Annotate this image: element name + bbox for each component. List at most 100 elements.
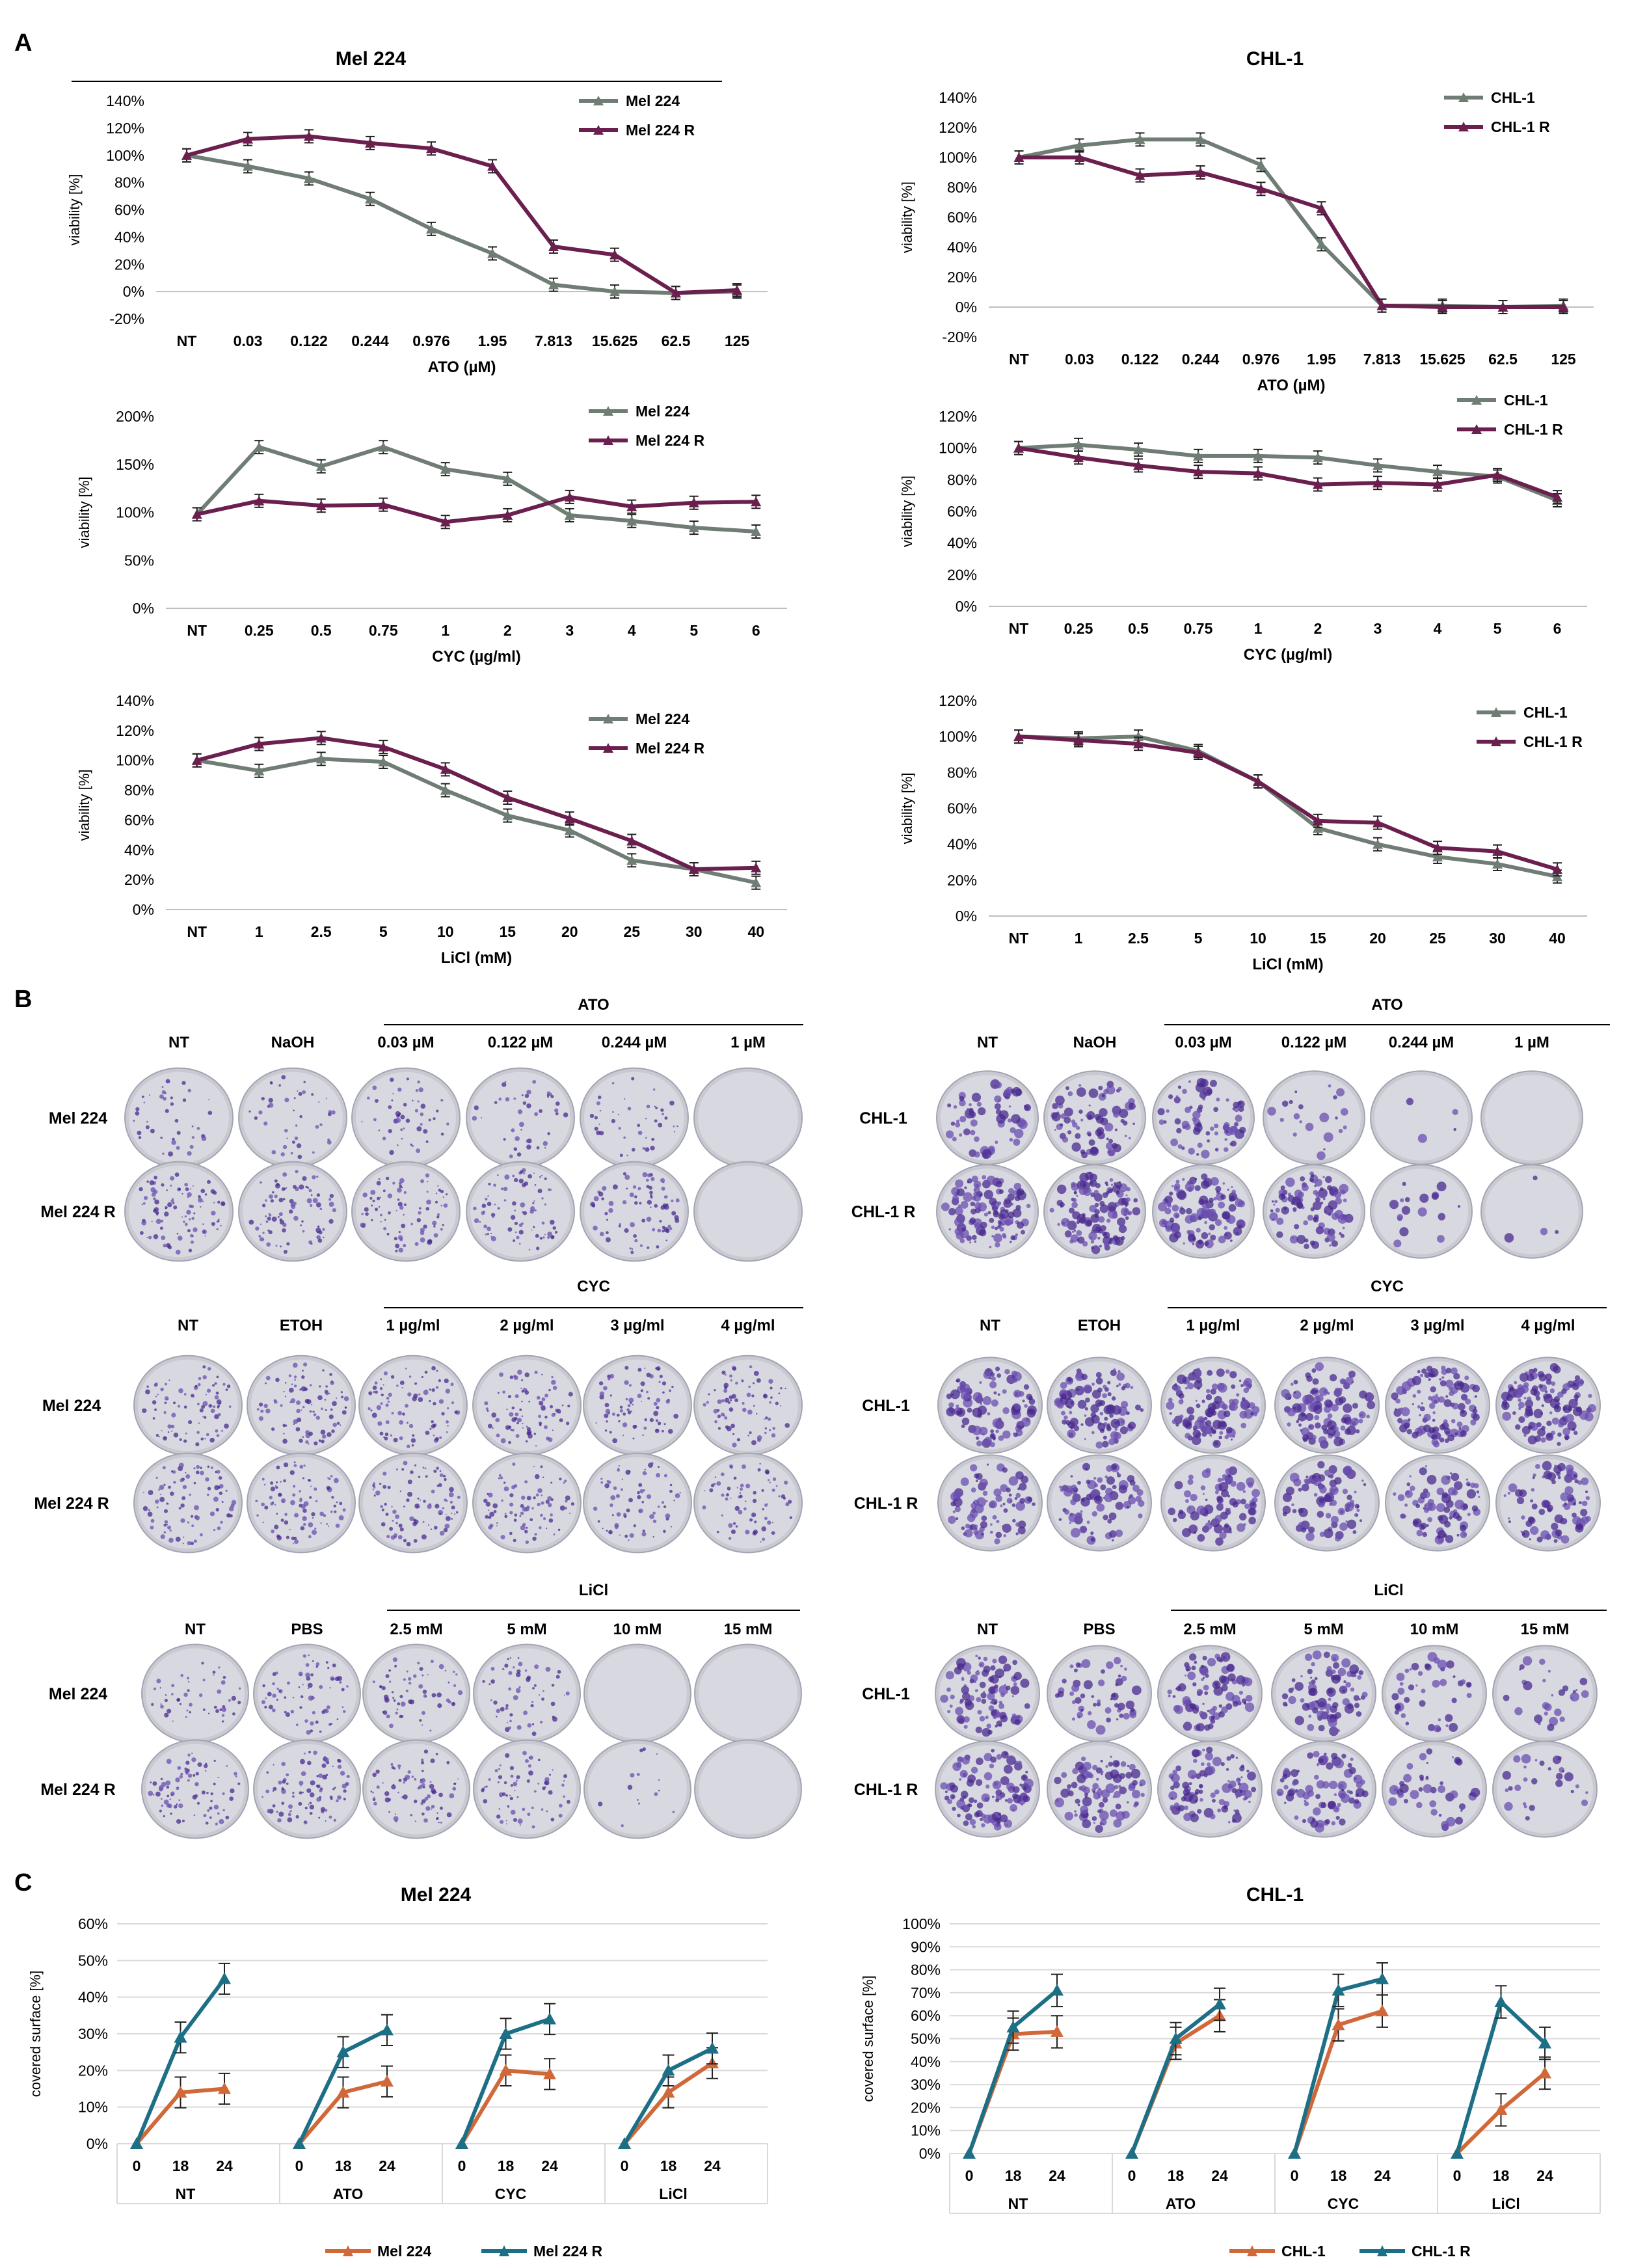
colony: [280, 1519, 284, 1522]
colony: [1069, 1239, 1074, 1244]
colony: [143, 1196, 148, 1200]
colony: [407, 1392, 412, 1397]
colony: [1216, 1495, 1223, 1502]
colony: [191, 1136, 194, 1139]
a1-point: [426, 143, 436, 154]
colony: [1023, 1384, 1030, 1390]
colony: [1554, 1465, 1557, 1467]
colony: [1002, 1233, 1006, 1237]
colony: [204, 1437, 206, 1440]
colony: [1547, 1537, 1549, 1540]
colony: [653, 1411, 659, 1416]
petri-dish-surface: [363, 1359, 463, 1451]
a5-point: [440, 785, 451, 795]
colony: [526, 1103, 531, 1109]
colony: [498, 1477, 500, 1479]
colony: [312, 1175, 316, 1180]
colony: [1249, 1502, 1257, 1509]
colony: [433, 1401, 436, 1406]
colony: [423, 1390, 429, 1396]
colony: [669, 1389, 671, 1392]
colony: [401, 1223, 406, 1228]
colony: [439, 1806, 443, 1810]
colony: [529, 1518, 533, 1522]
colony: [539, 1237, 543, 1240]
colony: [706, 1401, 709, 1404]
colony: [414, 1820, 417, 1822]
colony: [161, 1235, 166, 1241]
colony: [387, 1485, 391, 1489]
colony: [631, 1248, 634, 1250]
colony: [649, 1206, 652, 1209]
colony: [1337, 1507, 1345, 1515]
colony: [293, 1384, 297, 1388]
colony: [372, 1681, 375, 1684]
colony: [541, 1697, 544, 1701]
colony: [1549, 1411, 1553, 1414]
colony: [1090, 1412, 1097, 1418]
a5-point: [751, 877, 762, 887]
colony: [428, 1118, 431, 1122]
petri-dish-surface: [146, 1744, 245, 1835]
colony: [1060, 1393, 1067, 1399]
colony: [610, 1495, 616, 1500]
colony: [619, 1405, 623, 1409]
colony: [1085, 1397, 1090, 1403]
a2-x-tick: 125: [1551, 351, 1576, 368]
colony: [1126, 1187, 1131, 1192]
colony: [417, 1497, 420, 1500]
colony: [406, 1498, 410, 1502]
colony: [332, 1765, 334, 1767]
colony: [392, 1519, 394, 1522]
colony: [1572, 1502, 1577, 1506]
a2-point: [1074, 140, 1085, 150]
colony: [213, 1783, 216, 1786]
colony: [1340, 1425, 1346, 1431]
colony: [453, 1684, 457, 1687]
colony: [1224, 1232, 1232, 1240]
colony: [1428, 1396, 1432, 1401]
colony: [1074, 1191, 1077, 1194]
colony: [975, 1479, 978, 1483]
colony: [321, 1407, 323, 1411]
colony: [484, 1401, 489, 1405]
colony: [295, 1124, 298, 1127]
colony: [1346, 1425, 1356, 1435]
colony: [282, 1198, 286, 1201]
colony: [1134, 1404, 1141, 1411]
colony: [556, 1675, 560, 1679]
colony: [1216, 1503, 1224, 1511]
colony: [444, 1378, 449, 1384]
colony: [455, 1673, 458, 1676]
colony: [420, 1802, 423, 1805]
colony: [231, 1695, 236, 1701]
colony: [301, 1375, 305, 1379]
colony: [949, 1704, 953, 1708]
colony: [325, 1409, 327, 1411]
colony: [302, 1516, 307, 1521]
colony: [410, 1143, 412, 1146]
colony: [1535, 1396, 1541, 1401]
colony: [265, 1375, 271, 1381]
colony: [317, 1238, 323, 1243]
colony: [749, 1365, 753, 1369]
colony: [1009, 1137, 1013, 1142]
colony: [302, 1654, 306, 1658]
colony: [1467, 1483, 1471, 1487]
colony: [544, 1425, 548, 1429]
colony: [276, 1465, 280, 1470]
colony: [1555, 1529, 1562, 1537]
colony: [278, 1780, 282, 1785]
colony: [185, 1432, 187, 1435]
colony: [1076, 1388, 1080, 1392]
colony: [306, 1198, 312, 1204]
colony: [1080, 1423, 1084, 1426]
colony: [1243, 1387, 1250, 1394]
colony: [762, 1508, 764, 1511]
colony: [382, 1137, 386, 1141]
colony: [1181, 1399, 1184, 1402]
colony: [1103, 1241, 1110, 1248]
colony: [1169, 1191, 1173, 1196]
colony: [529, 1755, 533, 1760]
a6-point: [1133, 731, 1144, 742]
